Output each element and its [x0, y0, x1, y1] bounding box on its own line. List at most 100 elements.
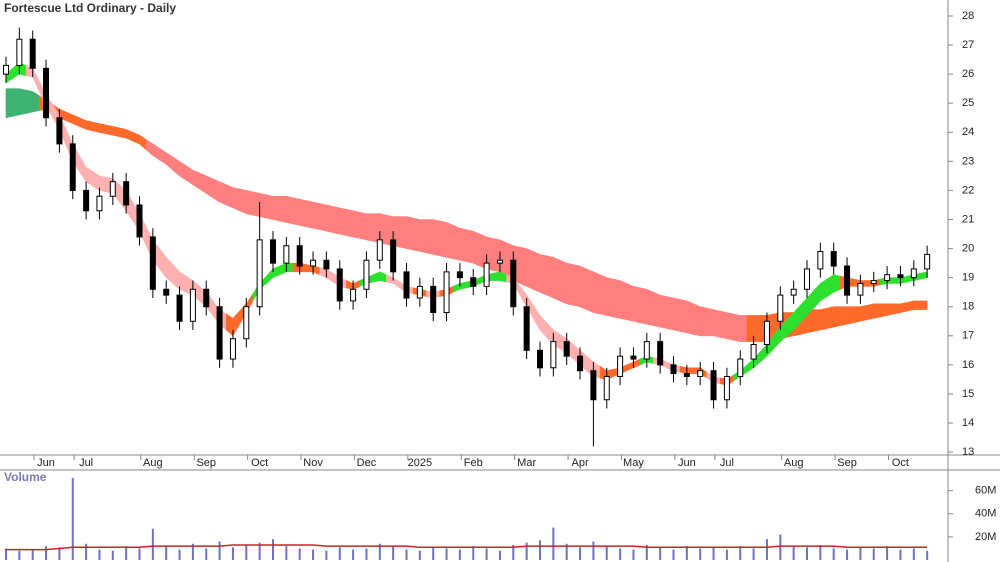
volume-bar	[846, 549, 849, 560]
x-tick-label: Dec	[357, 457, 377, 469]
y-tick-label: 24	[962, 126, 974, 138]
y-tick-label: 18	[962, 301, 974, 313]
ribbon-segment	[452, 224, 467, 263]
volume-bar	[71, 477, 74, 560]
ribbon-segment	[893, 301, 908, 315]
candle-body	[683, 373, 690, 378]
candle-body	[390, 239, 397, 273]
volume-bar	[125, 546, 128, 560]
candle-body	[456, 271, 463, 279]
ribbon-segment	[866, 303, 881, 321]
ribbon-segment	[212, 178, 227, 206]
volume-bar	[539, 540, 541, 560]
y-tick-label: 23	[962, 155, 974, 167]
candle-body	[216, 306, 223, 360]
ribbon-segment	[132, 131, 147, 151]
volume-bar	[338, 547, 341, 560]
y-tick-label: 25	[962, 97, 974, 109]
ribbon-segment	[239, 188, 254, 216]
ribbon-segment	[813, 307, 828, 332]
candle-body	[69, 143, 76, 191]
volume-bar	[685, 546, 688, 560]
candle-body	[149, 236, 156, 290]
volume-bar	[31, 549, 34, 560]
candle-body	[203, 288, 210, 308]
x-tick-label: Jun	[37, 457, 55, 469]
volume-bar	[725, 549, 728, 560]
ribbon-segment	[412, 217, 427, 254]
candle-body	[256, 239, 263, 308]
candle-body	[790, 288, 797, 296]
candle-body	[470, 277, 477, 287]
volume-bar	[565, 543, 568, 560]
candle-body	[443, 271, 450, 314]
x-tick-label: Jul	[79, 457, 93, 469]
volume-bar	[859, 547, 862, 560]
volume-bar	[5, 548, 7, 560]
volume-bar	[792, 546, 795, 560]
y-tick-label: 22	[962, 184, 974, 196]
volume-bar	[485, 548, 488, 560]
volume-bar	[272, 539, 274, 560]
ribbon-segment	[719, 310, 734, 341]
ribbon-segment	[666, 296, 681, 332]
ribbon-segment	[145, 138, 160, 161]
volume-bar	[231, 547, 234, 560]
ribbon-segment	[813, 278, 828, 309]
ribbon-segment	[279, 195, 294, 225]
ribbon-segment	[546, 255, 561, 302]
ribbon-segment	[533, 304, 547, 339]
candle-body	[630, 355, 637, 360]
volume-bar	[85, 543, 88, 560]
candle-body	[96, 195, 103, 212]
volume-bar	[752, 548, 755, 560]
volume-bar	[418, 550, 421, 560]
candle-body	[884, 274, 891, 282]
volume-bar	[258, 542, 261, 560]
volume-bar	[926, 550, 929, 560]
volume-bar	[325, 550, 328, 560]
ribbon-segment	[79, 154, 94, 187]
ribbon-segment	[466, 229, 481, 267]
x-tick-label: Mar	[517, 457, 536, 469]
y-tick-label: 27	[962, 39, 974, 51]
volume-bar	[445, 548, 448, 560]
candle-body	[617, 355, 624, 378]
ribbon-segment	[826, 274, 841, 298]
volume-bar	[218, 541, 221, 560]
candle-body	[483, 262, 490, 287]
volume-bar	[58, 547, 61, 560]
volume-bar	[365, 548, 368, 560]
y-tick-label: 20M	[975, 531, 996, 543]
volume-bar	[205, 548, 208, 560]
candle-body	[176, 294, 183, 322]
volume-bar	[806, 547, 808, 560]
volume-bar	[111, 550, 114, 560]
candle-body	[163, 288, 170, 296]
ribbon-segment	[65, 111, 80, 127]
volume-bar	[765, 539, 768, 560]
volume-average-line	[6, 544, 928, 551]
candle-body	[844, 265, 851, 296]
candle-body	[283, 245, 290, 264]
ribbon-segment	[199, 172, 214, 199]
ribbon-segment	[426, 219, 441, 257]
candle-body	[657, 341, 664, 366]
candle-body	[737, 358, 744, 378]
volume-bar	[832, 548, 835, 560]
ribbon-segment	[906, 300, 921, 312]
y-tick-label: 21	[962, 213, 974, 225]
candle-body	[123, 181, 130, 206]
candle-body	[510, 259, 517, 308]
candle-body	[643, 341, 650, 360]
x-tick-label: Jul	[720, 457, 734, 469]
candle-body	[897, 274, 904, 279]
ribbon-segment	[119, 127, 134, 142]
x-tick-label: Jun	[678, 457, 696, 469]
volume-bar	[605, 546, 608, 560]
volume-bar	[138, 548, 141, 560]
candle-body	[496, 259, 503, 264]
candle-body	[29, 38, 36, 69]
candle-body	[590, 370, 597, 401]
volume-bar	[552, 527, 555, 560]
